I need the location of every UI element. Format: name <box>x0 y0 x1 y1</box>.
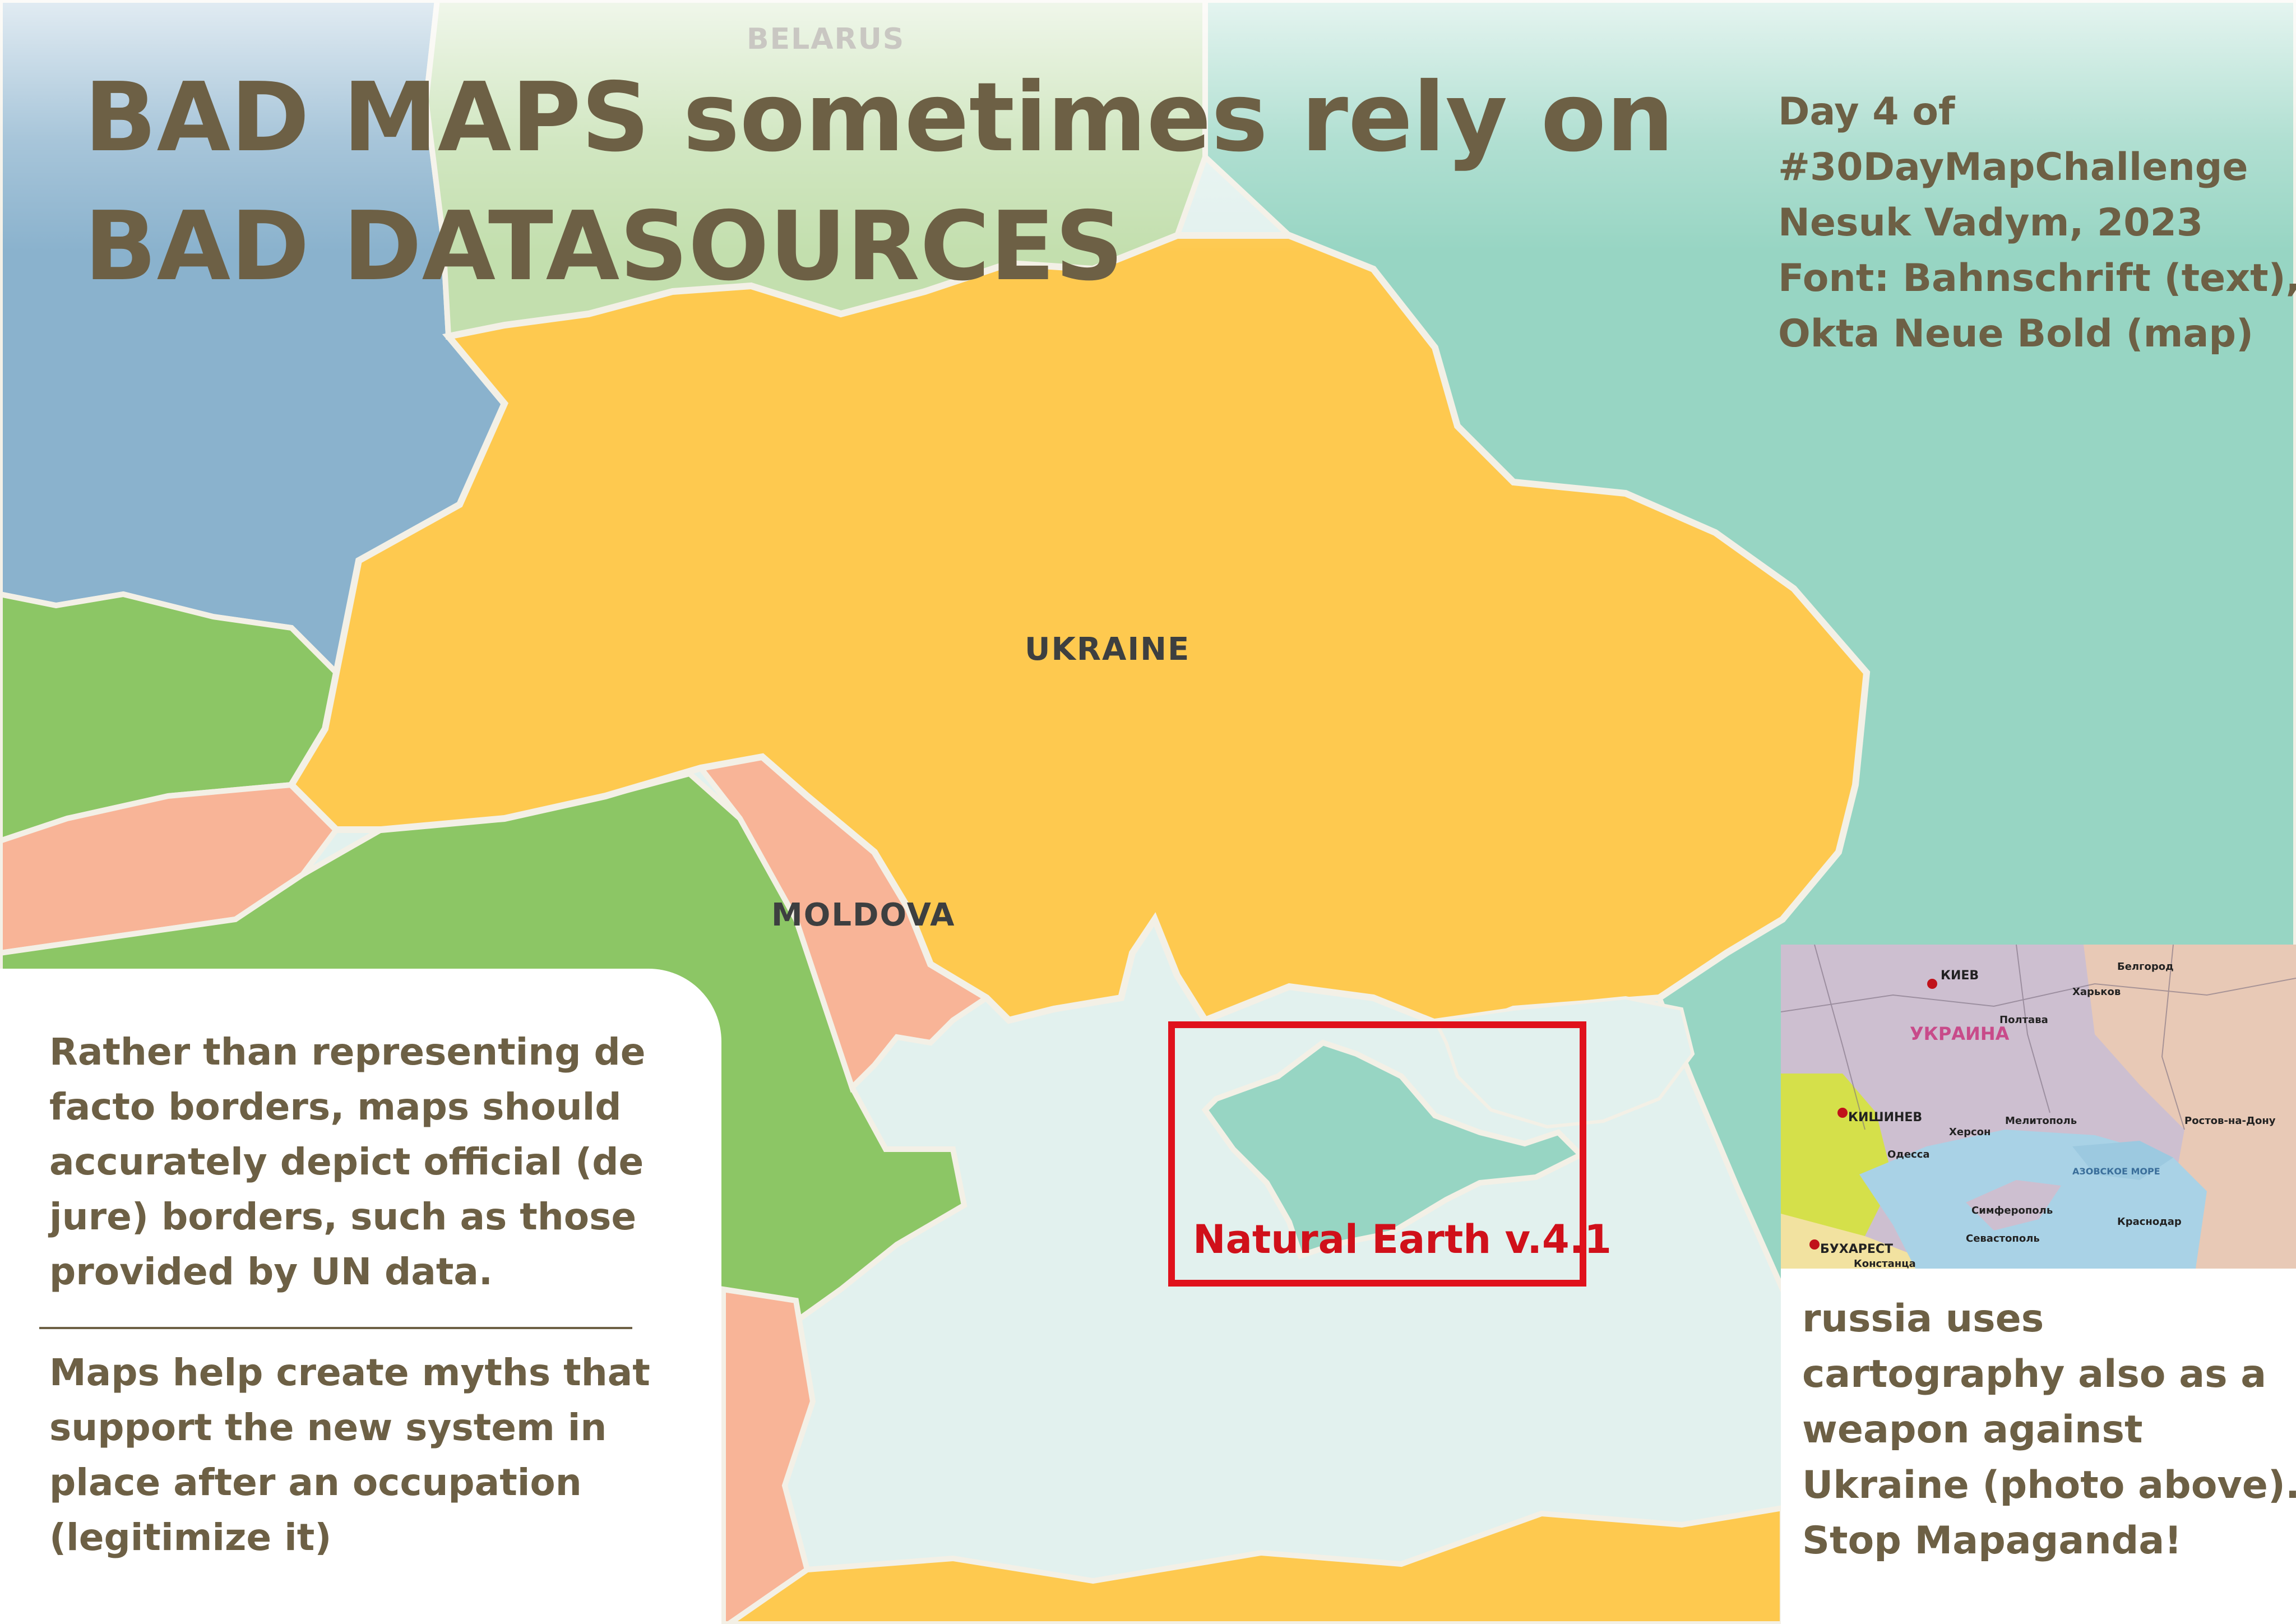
propaganda-map-photo: КИЕВ Харьков Белгород Полтава КИШИНЕВ Од… <box>1781 945 2296 1269</box>
title-line-2: BAD DATASOURCES <box>84 191 1124 302</box>
right-line-3: weapon against <box>1802 1408 2143 1452</box>
photo-label-simferopol: Симферополь <box>1971 1205 2053 1216</box>
title-line-1: BAD MAPS sometimes rely on <box>84 62 1674 173</box>
photo-label-rostov: Ростов-на-Дону <box>2184 1115 2276 1127</box>
photo-label-odessa: Одесса <box>1887 1149 1930 1160</box>
para1-line-2: facto borders, maps should <box>49 1085 622 1128</box>
photo-label-kherson: Херсон <box>1949 1126 1991 1138</box>
para1-line-5: provided by UN data. <box>49 1250 493 1293</box>
left-text-panel: Rather than representing de facto border… <box>0 969 721 1624</box>
credits-line-5: Okta Neue Bold (map) <box>1778 312 2254 356</box>
photo-label-krasnodar: Краснодар <box>2117 1216 2182 1228</box>
photo-label-melitopol: Мелитополь <box>2005 1115 2077 1127</box>
moldova-label: MOLDOVA <box>771 897 956 933</box>
photo-label-kishinev: КИШИНЕВ <box>1848 1111 1922 1125</box>
para1-line-1: Rather than representing de <box>49 1030 646 1074</box>
right-line-1: russia uses <box>1802 1297 2044 1341</box>
photo-label-belgorod: Белгород <box>2117 961 2174 973</box>
para2-line-1: Maps help create myths that <box>49 1351 650 1394</box>
crimea-region <box>1201 1039 1586 1260</box>
natural-earth-highlight-box <box>1168 1021 1586 1287</box>
azov-sea <box>1432 996 1695 1129</box>
page-title: BAD MAPS sometimes rely on BAD DATASOURC… <box>84 53 1710 311</box>
panel-divider <box>39 1327 632 1329</box>
photo-label-azov: АЗОВСКОЕ МОРЕ <box>2072 1166 2160 1177</box>
belarus-label: BELARUS <box>747 22 905 56</box>
photo-label-sevastopol: Севастополь <box>1966 1233 2040 1244</box>
para2-line-3: place after an occupation <box>49 1461 582 1504</box>
bulgaria-region <box>720 1286 816 1624</box>
photo-label-kiev: КИЕВ <box>1941 969 1979 983</box>
photo-map-drawing: КИЕВ Харьков Белгород Полтава КИШИНЕВ Од… <box>1781 945 2296 1269</box>
myths-paragraph: Maps help create myths that support the … <box>49 1345 650 1565</box>
credits-block: Day 4 of #30DayMapChallenge Nesuk Vadym,… <box>1778 84 2296 362</box>
natural-earth-label: Natural Earth v.4.1 <box>1193 1216 1612 1262</box>
para1-line-4: jure) borders, such as those <box>49 1195 637 1238</box>
photo-label-kharkov: Харьков <box>2072 986 2121 998</box>
right-line-4: Ukraine (photo above). <box>1802 1463 2296 1507</box>
right-line-2: cartography also as a <box>1802 1352 2267 1396</box>
credits-line-1: Day 4 of <box>1778 90 1955 134</box>
photo-label-poltava: Полтава <box>1999 1014 2048 1026</box>
ukraine-label: UKRAINE <box>1025 631 1191 668</box>
para2-line-4: (legitimize it) <box>49 1516 332 1559</box>
credits-line-2: #30DayMapChallenge <box>1778 145 2248 189</box>
para2-line-2: support the new system in <box>49 1406 607 1449</box>
right-text-panel: russia uses cartography also as a weapon… <box>1781 1269 2296 1624</box>
photo-label-constanta: Констанца <box>1854 1258 1916 1269</box>
photo-label-bucharest: БУХАРЕСТ <box>1820 1242 1893 1256</box>
top-fade-overlay <box>0 0 2296 561</box>
credits-line-4: Font: Bahnschrift (text), <box>1778 256 2296 300</box>
para1-line-3: accurately depict official (de <box>49 1140 644 1183</box>
mapaganda-paragraph: russia uses cartography also as a weapon… <box>1802 1291 2296 1569</box>
credits-line-3: Nesuk Vadym, 2023 <box>1778 201 2204 245</box>
photo-label-ukraina: УКРАИНА <box>1910 1023 2010 1044</box>
dejure-paragraph: Rather than representing de facto border… <box>49 1025 646 1299</box>
right-line-5: Stop Mapaganda! <box>1802 1519 2182 1563</box>
